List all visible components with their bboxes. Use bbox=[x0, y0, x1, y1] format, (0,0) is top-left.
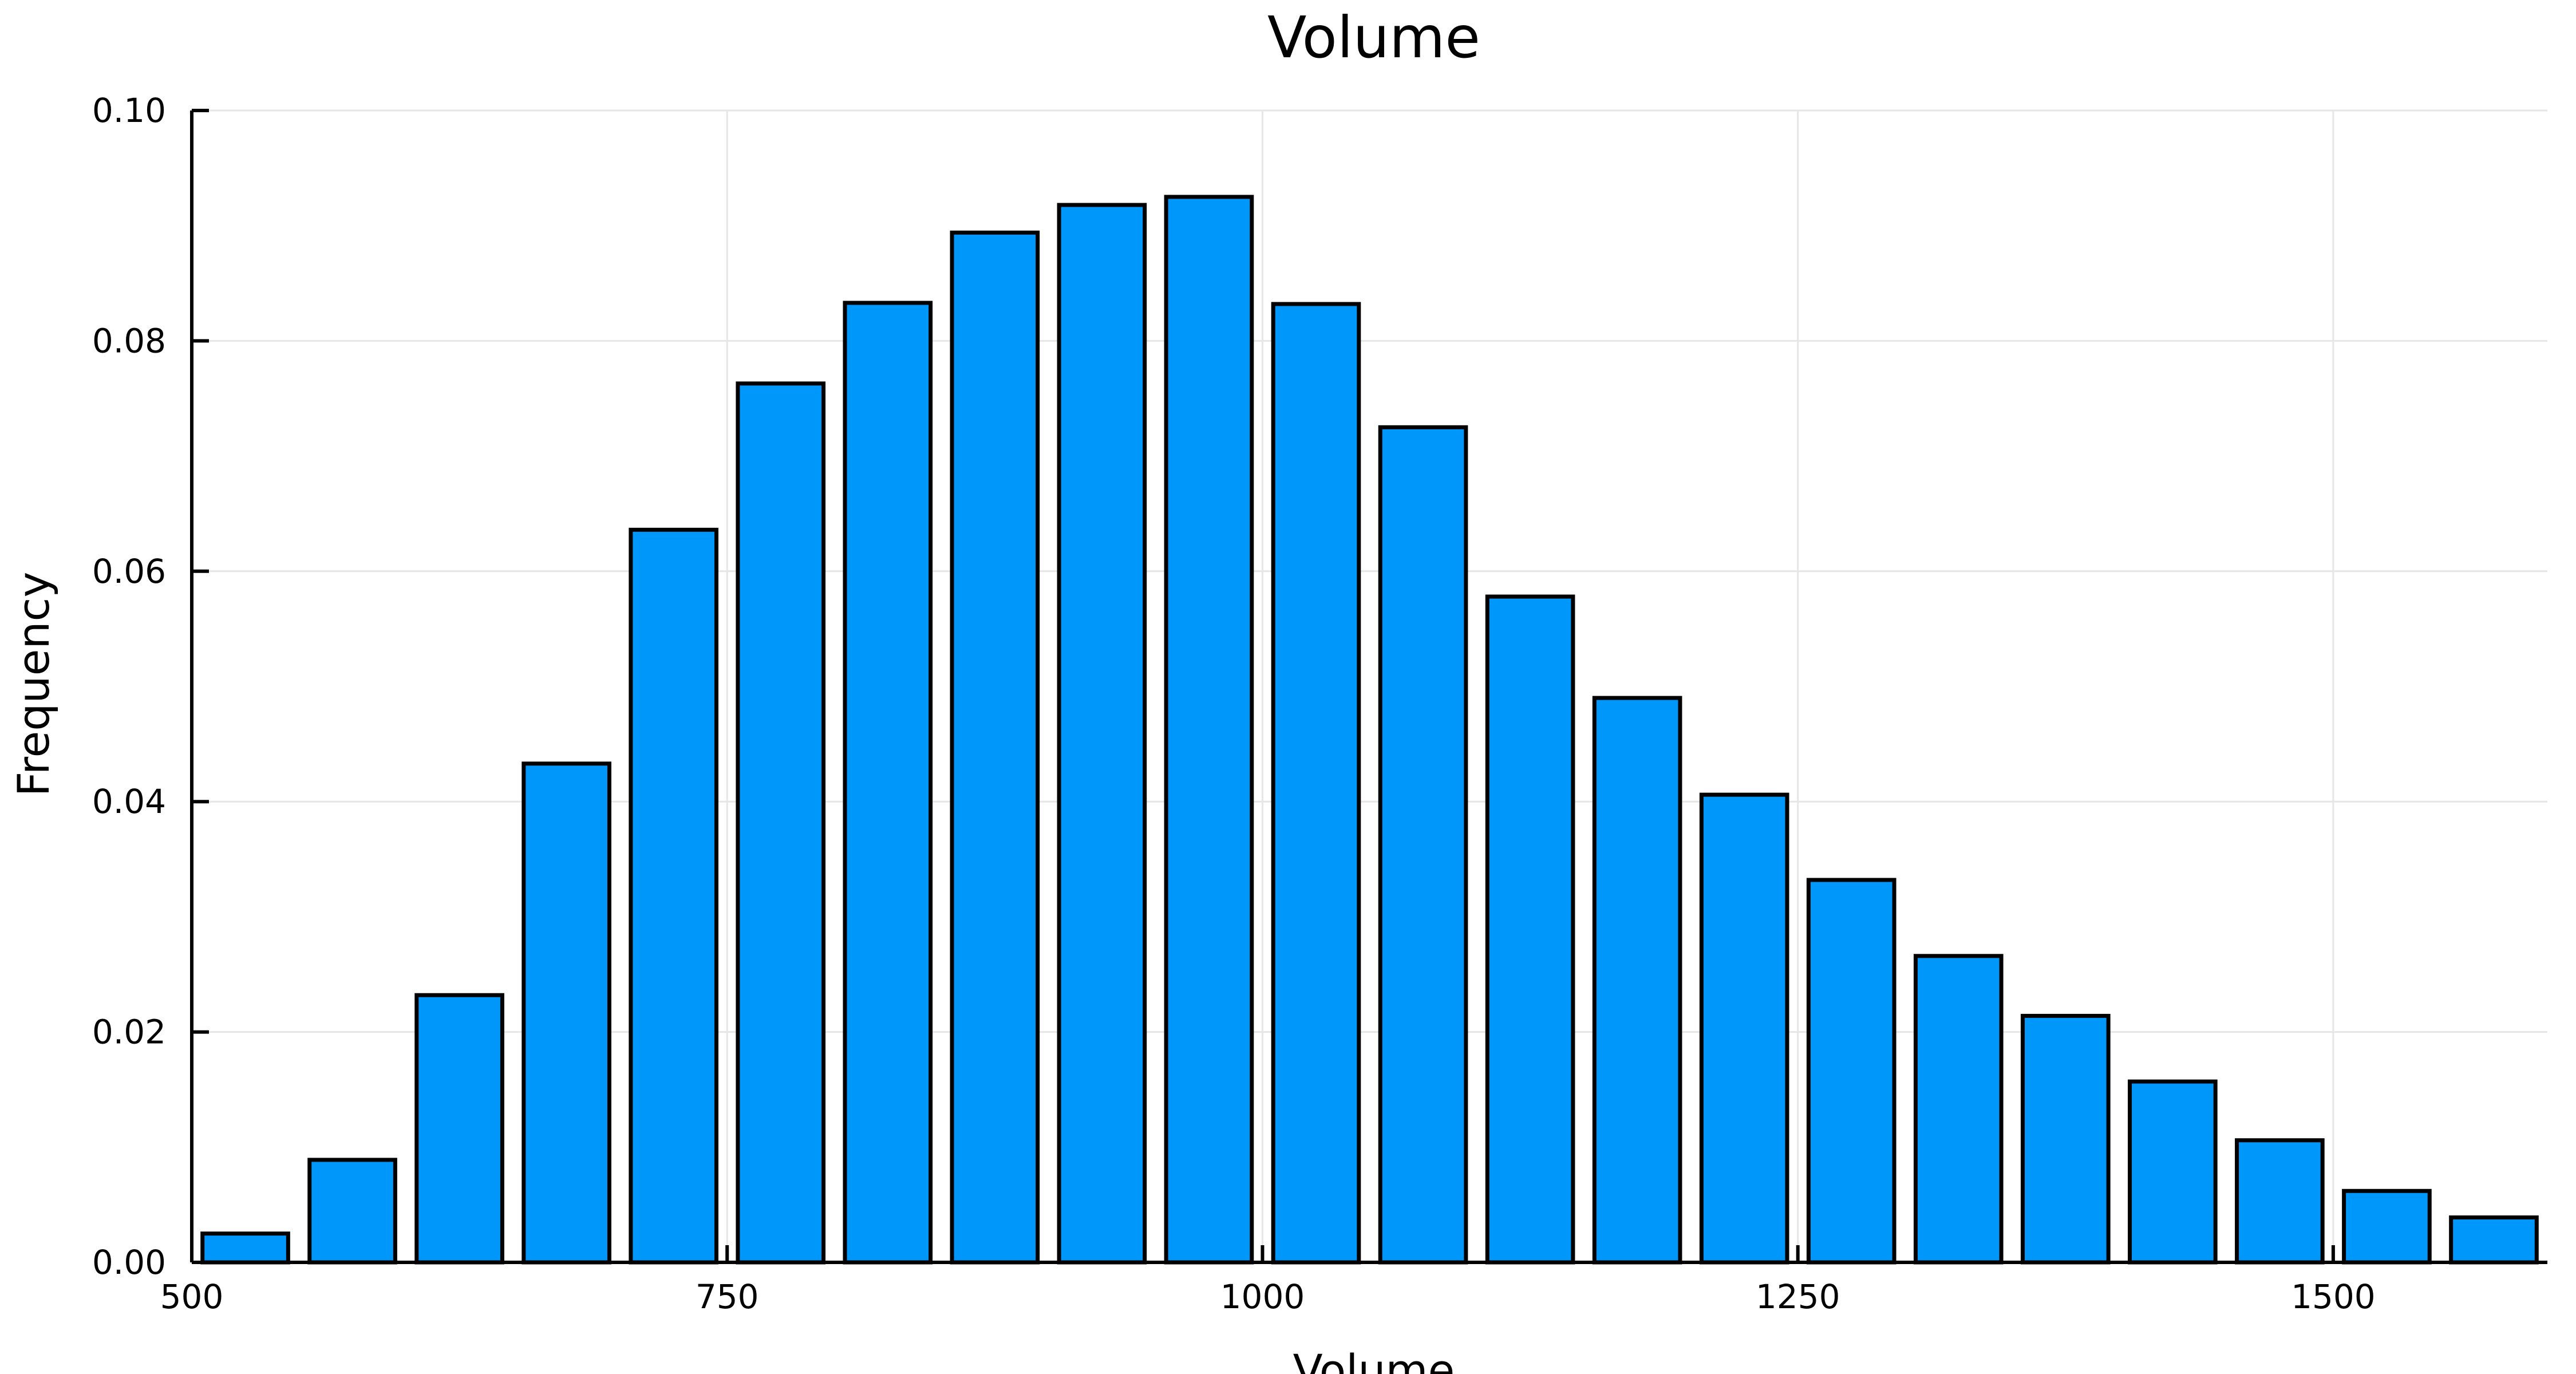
chart-title: Volume bbox=[1267, 4, 1480, 71]
histogram-bar bbox=[950, 230, 1040, 1265]
y-tick-label: 0.06 bbox=[92, 552, 166, 591]
histogram-bar bbox=[1164, 195, 1254, 1265]
x-axis-label: Volume bbox=[1293, 1345, 1455, 1374]
x-tick-label: 750 bbox=[696, 1277, 759, 1316]
histogram-bar bbox=[1913, 954, 2004, 1265]
x-tick-label: 1000 bbox=[1220, 1277, 1305, 1316]
histogram-bar bbox=[2449, 1215, 2539, 1265]
y-tick-label: 0.08 bbox=[92, 321, 166, 360]
y-tick-label: 0.04 bbox=[92, 782, 166, 821]
histogram-bar bbox=[2128, 1079, 2218, 1265]
histogram-bar bbox=[1806, 878, 1897, 1265]
histogram-bar bbox=[736, 381, 826, 1265]
histogram-bar bbox=[843, 301, 933, 1265]
x-tick-label: 1250 bbox=[1756, 1277, 1840, 1316]
histogram-bar bbox=[1592, 696, 1682, 1265]
histogram-bar bbox=[1271, 302, 1361, 1265]
histogram-bar bbox=[2235, 1138, 2325, 1265]
y-tick-label: 0.00 bbox=[92, 1243, 166, 1282]
histogram-bar bbox=[1699, 792, 1789, 1265]
y-axis-label: Frequency bbox=[8, 572, 59, 797]
axes bbox=[190, 110, 2547, 1264]
x-tick-label: 1500 bbox=[2291, 1277, 2376, 1316]
histogram-bar bbox=[414, 993, 504, 1265]
x-tick-label: 500 bbox=[160, 1277, 224, 1316]
histogram-bar bbox=[2342, 1189, 2432, 1265]
x-axis-ticks: 500 750 1000 1250 1500 bbox=[160, 1245, 2376, 1316]
y-axis-ticks: 0.00 0.02 0.04 0.06 0.08 0.10 bbox=[92, 91, 209, 1282]
y-tick-label: 0.10 bbox=[92, 91, 166, 130]
histogram-bar bbox=[200, 1231, 290, 1265]
histogram-bar bbox=[521, 761, 611, 1265]
histogram-bar bbox=[629, 527, 719, 1265]
histogram-bar bbox=[307, 1158, 397, 1265]
histogram-bar bbox=[2020, 1013, 2111, 1265]
histogram-bar bbox=[1378, 425, 1468, 1265]
y-tick-label: 0.02 bbox=[92, 1013, 166, 1052]
bars bbox=[200, 195, 2539, 1265]
histogram-bar bbox=[1057, 203, 1147, 1265]
histogram-bar bbox=[1485, 594, 1575, 1265]
